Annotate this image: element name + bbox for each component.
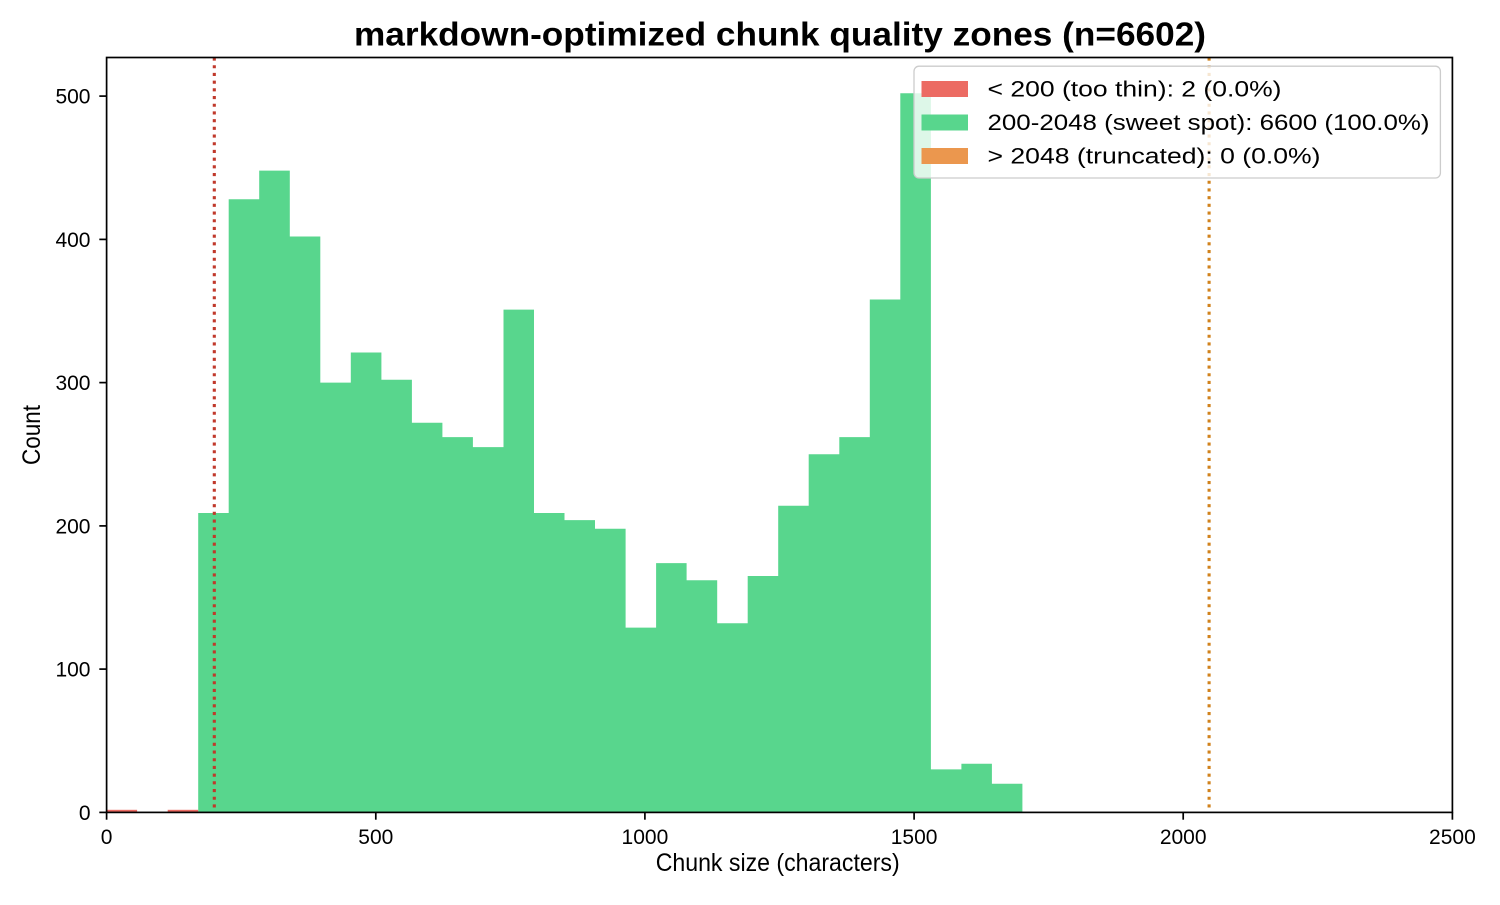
svg-text:2000: 2000 [1160,826,1207,849]
svg-text:0: 0 [101,826,113,849]
svg-text:400: 400 [55,229,90,252]
svg-text:1500: 1500 [891,826,938,849]
svg-text:1000: 1000 [622,826,669,849]
svg-text:200-2048 (sweet spot): 6600 (1: 200-2048 (sweet spot): 6600 (100.0%) [988,110,1430,135]
svg-text:markdown-optimized chunk quali: markdown-optimized chunk quality zones (… [354,15,1206,52]
svg-text:0: 0 [79,802,91,825]
svg-text:> 2048 (truncated): 0 (0.0%): > 2048 (truncated): 0 (0.0%) [988,144,1321,169]
svg-text:Count: Count [18,405,46,465]
svg-text:200: 200 [55,515,90,538]
svg-text:500: 500 [358,826,393,849]
svg-text:2500: 2500 [1429,826,1476,849]
svg-text:Chunk size (characters): Chunk size (characters) [656,849,900,877]
svg-text:300: 300 [55,372,90,395]
svg-text:100: 100 [55,659,90,682]
svg-text:< 200 (too thin): 2 (0.0%): < 200 (too thin): 2 (0.0%) [988,77,1282,102]
svg-text:500: 500 [55,86,90,109]
